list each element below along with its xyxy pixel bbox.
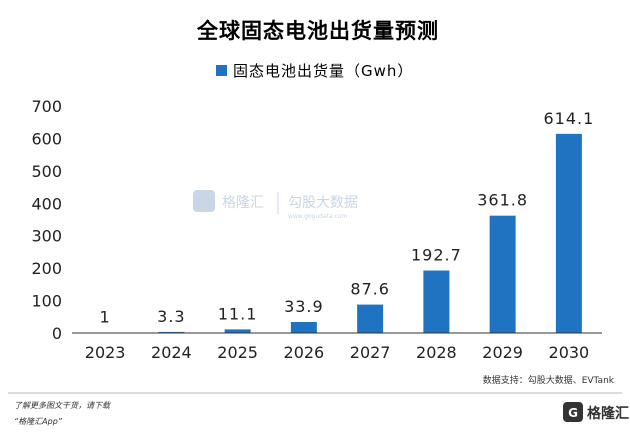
data-label-2026: 33.9 [284,297,324,316]
x-tick-label-2023: 2023 [85,343,126,362]
y-axis: 0 100 200 300 400 500 600 700 [31,97,62,343]
footer-logo: G 格隆汇 [563,402,629,422]
watermark-brand: 格隆汇 [222,195,264,211]
legend: 固态电池出货量（Gwh） [216,62,413,80]
svg-text:G: G [568,406,578,420]
data-label-2027: 87.6 [350,280,390,299]
watermark-url: www.gogudata.com [288,213,348,220]
data-label-2028: 192.7 [411,246,462,265]
legend-swatch [216,65,227,76]
y-tick-label: 300 [31,227,62,246]
y-tick-label: 100 [31,292,62,311]
data-labels: 1 3.3 11.1 33.9 87.6 192.7 361.8 614.1 [100,109,594,327]
bar-2025 [224,329,251,333]
x-tick-label-2025: 2025 [217,343,258,362]
y-tick-label: 600 [31,129,62,148]
data-label-2023: 1 [100,308,111,327]
y-tick-label: 200 [31,259,62,278]
y-tick-label: 0 [52,324,62,343]
bar-2029 [489,215,516,333]
data-label-2024: 3.3 [157,307,185,326]
x-tick-label-2027: 2027 [350,343,391,362]
y-tick-label: 700 [31,97,62,116]
x-tick-label-2028: 2028 [416,343,457,362]
x-tick-label-2030: 2030 [549,343,590,362]
bar-2024 [158,331,185,333]
y-tick-label: 400 [31,194,62,213]
data-label-2030: 614.1 [543,109,594,128]
source-note: 数据支持：勾股大数据、EVTank [483,374,615,386]
footer-logo-icon [563,402,583,422]
bars [92,133,582,334]
watermark-partner: 勾股大数据 [288,195,358,211]
x-tick-label-2029: 2029 [482,343,523,362]
x-axis: 2023 2024 2025 2026 2027 2028 2029 2030 [85,343,589,362]
watermark: 格隆汇 勾股大数据 www.gogudata.com [193,190,358,220]
bar-2026 [290,322,317,333]
chart-title: 全球固态电池出货量预测 [196,19,439,43]
bar-2030 [555,133,582,333]
x-tick-label-2024: 2024 [151,343,192,362]
data-label-2025: 11.1 [218,304,258,323]
legend-label: 固态电池出货量（Gwh） [233,62,413,80]
footer-line2: “格隆汇App” [14,417,63,426]
footer-logo-text: 格隆汇 [587,405,629,422]
x-tick-label-2026: 2026 [284,343,325,362]
watermark-logo-icon [193,190,215,212]
y-tick-label: 500 [31,162,62,181]
footer-line1: 了解更多图文干货，请下载 [14,401,111,410]
bar-2027 [357,304,384,333]
data-label-2029: 361.8 [477,191,528,210]
bar-2028 [423,270,450,333]
